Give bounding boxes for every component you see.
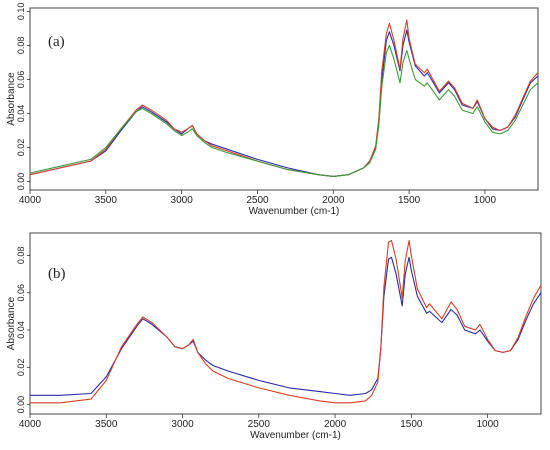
x-tick-label: 1000 xyxy=(476,419,499,430)
y-tick-label: 0.02 xyxy=(16,359,26,377)
y-tick-label: 0.00 xyxy=(16,396,26,414)
panel-a: 4000 3500 3000 2500 2000 1500 1000 0.00 0.02 0.04… xyxy=(6,3,539,217)
series-line-2 xyxy=(29,19,539,177)
x-tick-label: 2500 xyxy=(248,419,271,430)
x-tick-label: 2000 xyxy=(322,195,345,206)
x-tick-label: 1500 xyxy=(398,195,421,206)
y-tick-label: 0.02 xyxy=(16,139,26,157)
x-tick-label: 4000 xyxy=(19,419,42,430)
x-tick-label: 2000 xyxy=(324,419,347,430)
y-axis-label: Absorbance xyxy=(6,296,17,350)
y-tick-label: 0.00 xyxy=(16,173,26,191)
x-axis-label: Wavenumber (cm-1) xyxy=(249,206,340,217)
y-axis-label: Absorbance xyxy=(6,72,17,126)
y-tick-label: 0.06 xyxy=(16,284,26,302)
panel-label: (b) xyxy=(48,266,66,282)
plot-frame xyxy=(29,232,542,415)
x-tick-label: 3000 xyxy=(171,419,194,430)
y-tick-label: 0.04 xyxy=(16,321,26,339)
y-tick-label: 0.08 xyxy=(16,37,26,55)
panel-b: 4000 3500 3000 2500 2000 1500 1000 0.00 0.02 0.04… xyxy=(6,232,542,441)
x-tick-label: 2500 xyxy=(246,195,269,206)
y-tick-label: 0.08 xyxy=(16,247,26,265)
y-tick-label: 0.06 xyxy=(16,71,26,89)
y-tick-label: 0.10 xyxy=(16,3,26,21)
x-tick-label: 1000 xyxy=(474,195,497,206)
plot-frame xyxy=(29,7,539,191)
x-tick-label: 3500 xyxy=(95,419,118,430)
x-axis-label: Wavenumber (cm-1) xyxy=(250,430,341,441)
series-line-2 xyxy=(30,239,542,404)
x-tick-label: 3000 xyxy=(171,195,194,206)
x-tick-label: 1500 xyxy=(400,419,423,430)
panel-label: (a) xyxy=(48,34,65,50)
y-tick-label: 0.04 xyxy=(16,105,26,123)
x-tick-label: 4000 xyxy=(19,195,42,206)
x-tick-label: 3500 xyxy=(95,195,118,206)
series-line-3 xyxy=(29,44,539,177)
